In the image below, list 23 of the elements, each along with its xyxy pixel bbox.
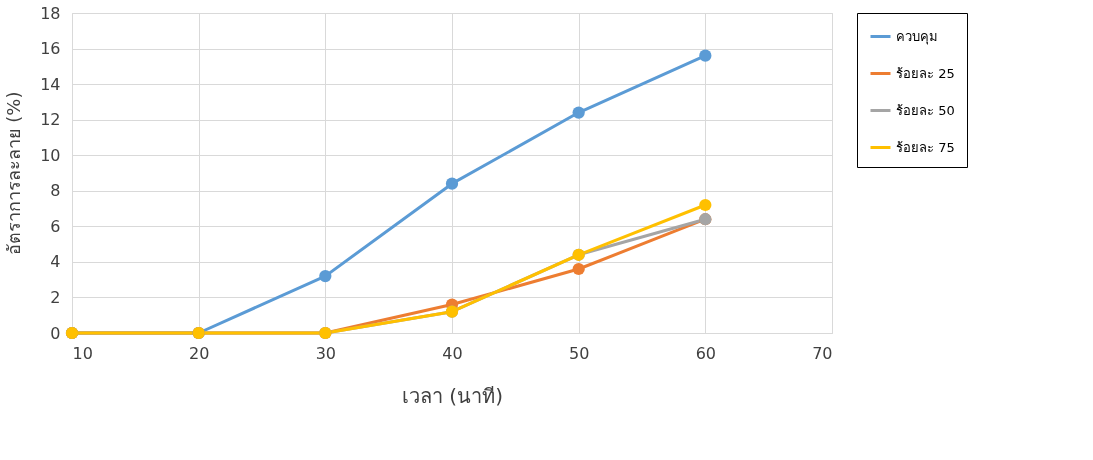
x-tick-label: 60 — [695, 343, 717, 363]
y-tick-label: 14 — [40, 74, 61, 94]
y-tick-label: 4 — [50, 252, 61, 272]
legend-label: ควบคุม — [896, 28, 938, 45]
legend-label: ร้อยละ 75 — [896, 139, 955, 155]
y-tick-label: 2 — [50, 287, 61, 307]
legend-label: ร้อยละ 50 — [896, 102, 955, 118]
x-tick-label: 40 — [442, 343, 463, 363]
y-tick-label: 16 — [40, 39, 61, 59]
legend-label: ร้อยละ 25 — [896, 65, 955, 81]
y-tick-label: 8 — [50, 181, 61, 201]
y-tick-label: 0 — [50, 323, 61, 343]
x-tick-label: 30 — [315, 343, 337, 363]
x-tick-label: 20 — [188, 343, 210, 363]
y-tick-label: 12 — [40, 110, 61, 130]
x-tick-label: 50 — [568, 343, 590, 363]
x-axis-title: เวลา (นาที) — [402, 383, 503, 408]
y-tick-label: 10 — [40, 145, 61, 165]
x-tick-label: 10 — [72, 343, 93, 363]
y-tick-label: 18 — [40, 3, 61, 23]
x-tick-label: 70 — [812, 343, 833, 363]
y-tick-label: 6 — [50, 216, 61, 236]
y-axis-title: อัตราการละลาย (%) — [3, 91, 25, 256]
